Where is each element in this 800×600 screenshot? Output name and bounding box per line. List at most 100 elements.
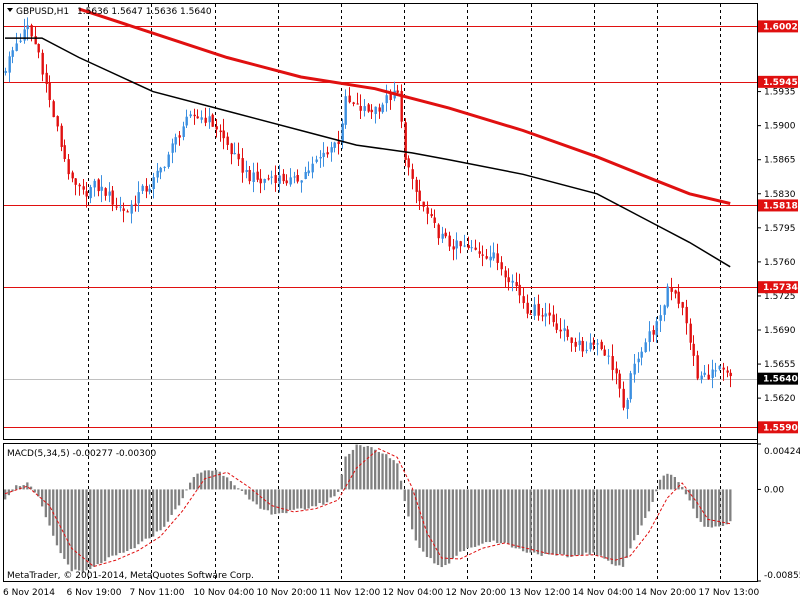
candle-body — [289, 177, 292, 185]
price-panel-frame — [3, 3, 758, 440]
macd-bar — [203, 470, 207, 490]
macd-bar — [148, 489, 151, 539]
macd-bar — [448, 489, 451, 564]
candle-body — [111, 190, 114, 205]
macd-bar — [74, 489, 77, 570]
price-tick-label: 1.5725 — [764, 292, 796, 302]
macd-bar — [229, 481, 232, 490]
level-label: 1.6002 — [763, 22, 798, 32]
macd-bar — [55, 489, 59, 546]
macd-bar — [185, 489, 188, 491]
candle-body — [448, 235, 451, 247]
candle-body — [441, 233, 444, 239]
candle-body — [93, 180, 96, 188]
macd-bar — [584, 489, 588, 553]
macd-bar — [96, 489, 99, 565]
macd-bar — [418, 489, 421, 548]
macd-bar — [566, 489, 569, 558]
candle-body — [315, 159, 318, 162]
macd-bar — [462, 489, 466, 551]
macd-bar — [359, 445, 362, 490]
candle-body — [548, 312, 551, 316]
macd-bar — [399, 480, 403, 490]
candle-body — [430, 214, 433, 217]
candle-body — [363, 106, 366, 111]
macd-bar — [651, 489, 654, 502]
candle-body — [63, 145, 66, 159]
macd-bar — [562, 489, 565, 555]
candle-body — [718, 365, 721, 370]
macd-bar — [414, 489, 417, 541]
candle-body — [182, 126, 185, 138]
macd-bar — [710, 489, 713, 528]
macd-bar — [133, 489, 136, 549]
price-tick-label: 1.5620 — [764, 394, 796, 404]
candle-body — [467, 245, 470, 249]
macd-bar — [251, 489, 255, 502]
candle-body — [381, 104, 384, 113]
candle-body — [267, 178, 270, 180]
macd-bar — [655, 489, 658, 492]
macd-bar — [444, 489, 447, 566]
macd-bar — [7, 489, 10, 496]
candle-body — [596, 343, 599, 345]
price-tick-label: 1.5795 — [764, 224, 796, 234]
triangle-down-icon[interactable] — [7, 8, 13, 12]
candle-body — [311, 163, 314, 173]
macd-bar — [351, 449, 355, 490]
macd-bar — [207, 470, 210, 490]
candle-body — [385, 95, 388, 104]
macd-bar — [647, 489, 651, 512]
candle-body — [655, 321, 658, 336]
macd-bar — [155, 489, 158, 532]
candle-body — [496, 253, 499, 263]
time-tick-label: 10 Nov 04:00 — [194, 588, 255, 598]
macd-bar — [570, 489, 573, 557]
time-tick-label: 10 Nov 20:00 — [257, 588, 318, 598]
macd-bar — [18, 486, 22, 490]
macd-bar — [274, 489, 277, 515]
candle-body — [692, 343, 695, 356]
candle-body — [541, 315, 544, 317]
candle-body — [330, 147, 333, 153]
macd-bar — [107, 489, 110, 558]
level-label-bg — [758, 20, 798, 33]
candle-body — [552, 314, 555, 323]
macd-bar — [37, 489, 40, 497]
candle-body — [319, 156, 322, 159]
candle-body — [729, 372, 732, 377]
slow-ma-line — [5, 37, 731, 268]
candle-body — [256, 171, 259, 180]
macd-bar — [614, 489, 617, 566]
candle-body — [570, 337, 573, 343]
macd-bar — [314, 489, 318, 507]
macd-bar — [551, 489, 554, 555]
macd-bar — [174, 489, 177, 510]
price-axis-ticks: 1.5935 1.5900 1.5865 1.5830 1.5795 1.5760 1.57… — [757, 88, 796, 404]
candle-body — [219, 130, 222, 133]
candle-body — [163, 166, 166, 168]
macd-bar — [15, 485, 18, 490]
time-tick-label: 7 Nov 11:00 — [130, 588, 185, 598]
macd-bar — [455, 489, 458, 556]
macd-bar — [510, 489, 514, 548]
macd-bar — [681, 486, 684, 490]
candle-body — [19, 40, 22, 42]
macd-bar — [514, 489, 517, 549]
macd-bar — [485, 489, 488, 543]
candle-body — [504, 270, 507, 278]
macd-bar — [70, 489, 73, 572]
macd-bar — [325, 489, 329, 503]
candle-body — [100, 186, 103, 191]
macd-bar — [555, 489, 558, 556]
candle-body — [470, 247, 473, 249]
macd-bar — [670, 474, 673, 490]
macd-bar — [525, 489, 528, 553]
candle-body — [193, 114, 196, 117]
candle-body — [529, 313, 532, 315]
candle-body — [478, 251, 481, 254]
candle-body — [559, 329, 562, 332]
macd-bar — [725, 489, 728, 525]
candle-body — [685, 306, 688, 324]
